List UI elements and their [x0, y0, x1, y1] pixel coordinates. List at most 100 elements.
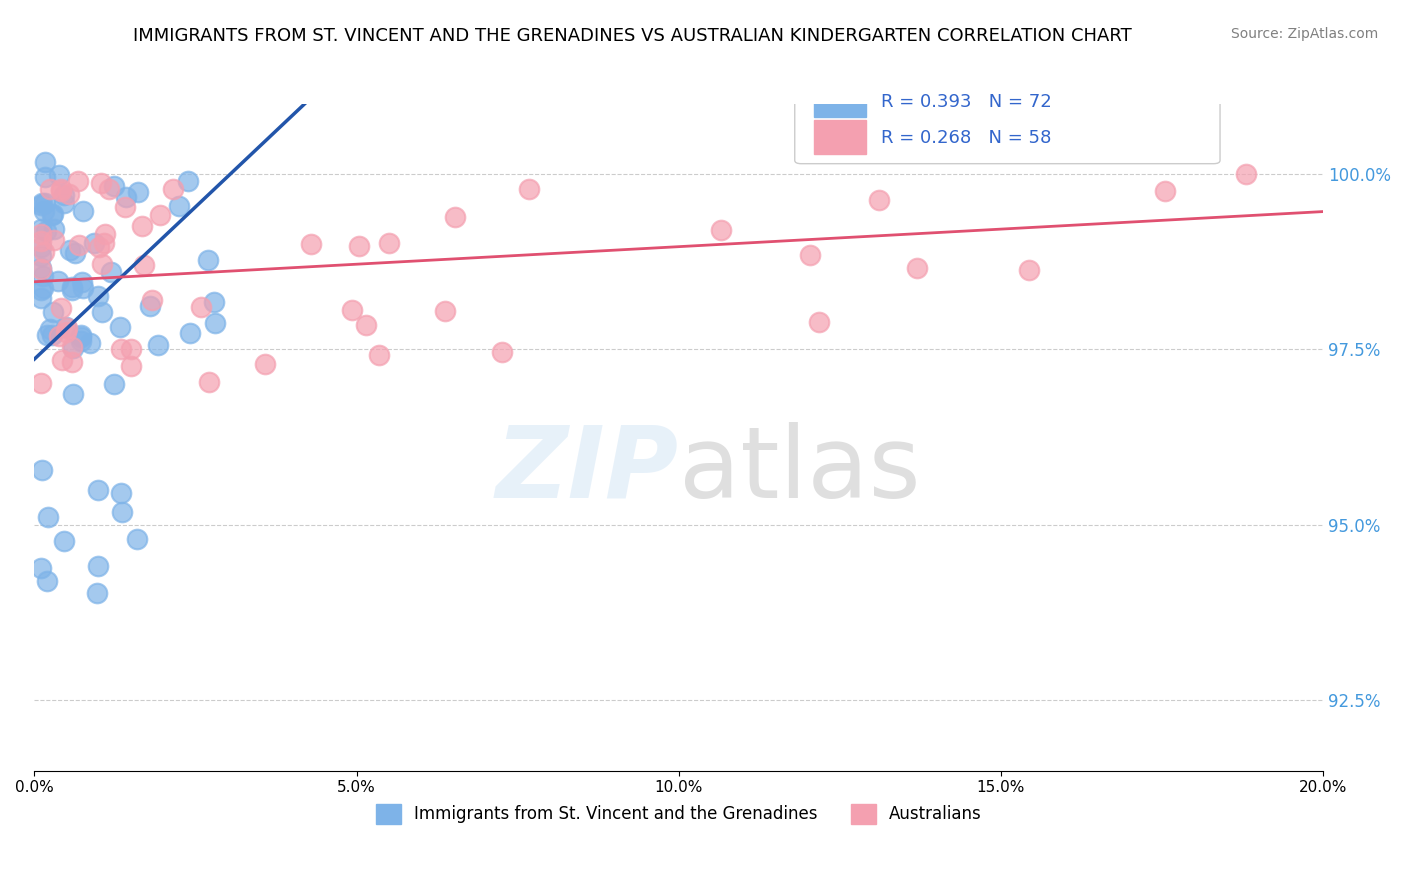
Point: [131, 219, 153, 234]
Point: [1153, 184, 1175, 198]
Point: [204, 295, 226, 310]
Point: [179, 326, 201, 340]
Point: [52, 187, 75, 202]
Point: [67, 237, 90, 252]
Point: [34, 196, 56, 211]
Point: [115, 190, 138, 204]
Point: [90, 257, 112, 271]
Point: [30, 198, 52, 212]
Point: [60, 279, 83, 293]
Point: [197, 252, 219, 267]
Point: [86, 586, 108, 600]
Point: [519, 182, 541, 196]
Point: [1234, 167, 1257, 181]
Text: R = 0.268   N = 58: R = 0.268 N = 58: [882, 129, 1052, 147]
Bar: [814, 84, 866, 117]
Point: [808, 315, 831, 329]
Point: [162, 182, 184, 196]
Point: [46, 274, 69, 288]
Point: [30, 291, 52, 305]
Point: [30, 239, 52, 253]
Point: [32, 268, 55, 283]
Point: [127, 186, 149, 200]
Point: [37, 510, 59, 524]
Point: [347, 238, 370, 252]
Point: [197, 376, 219, 390]
Point: [58, 186, 80, 201]
Point: [139, 299, 162, 313]
Point: [38, 322, 60, 336]
Point: [91, 305, 114, 319]
Text: IMMIGRANTS FROM ST. VINCENT AND THE GRENADINES VS AUSTRALIAN KINDERGARTEN CORREL: IMMIGRANTS FROM ST. VINCENT AND THE GREN…: [134, 27, 1132, 45]
Point: [60, 339, 83, 353]
Point: [89, 240, 111, 254]
Point: [48, 328, 70, 343]
Point: [149, 208, 172, 222]
Point: [378, 236, 401, 251]
Point: [254, 357, 277, 371]
Point: [67, 173, 90, 187]
Point: [110, 485, 132, 500]
Point: [120, 359, 142, 373]
Text: ZIP: ZIP: [496, 422, 679, 519]
FancyBboxPatch shape: [794, 70, 1220, 164]
Point: [60, 283, 83, 297]
Point: [93, 235, 115, 250]
Point: [49, 185, 72, 199]
Point: [31, 462, 53, 476]
Bar: [814, 120, 866, 153]
Point: [141, 293, 163, 308]
Point: [60, 355, 83, 369]
Point: [51, 301, 73, 316]
Point: [87, 289, 110, 303]
Point: [868, 193, 890, 207]
Point: [340, 303, 363, 318]
Point: [41, 208, 63, 222]
Point: [433, 303, 456, 318]
Point: [799, 248, 821, 262]
Point: [32, 204, 55, 219]
Point: [110, 343, 132, 357]
Point: [55, 321, 77, 335]
Point: [49, 182, 72, 196]
Point: [34, 170, 56, 185]
Point: [70, 327, 93, 342]
Point: [176, 174, 198, 188]
Point: [44, 233, 66, 247]
Point: [30, 261, 52, 276]
Point: [30, 561, 52, 575]
Point: [69, 330, 91, 344]
Point: [111, 505, 134, 519]
Point: [72, 281, 94, 295]
Text: atlas: atlas: [679, 422, 921, 519]
Point: [146, 337, 169, 351]
Point: [79, 336, 101, 351]
Point: [299, 237, 322, 252]
Point: [63, 246, 86, 260]
Point: [30, 284, 52, 298]
Point: [48, 168, 70, 182]
Point: [62, 341, 84, 355]
Point: [114, 200, 136, 214]
Point: [30, 249, 52, 263]
Point: [41, 328, 63, 343]
Point: [55, 320, 77, 334]
Point: [42, 221, 65, 235]
Point: [32, 245, 55, 260]
Point: [87, 483, 110, 497]
Point: [55, 325, 77, 339]
Point: [491, 345, 513, 359]
Point: [94, 227, 117, 241]
Point: [905, 261, 928, 276]
Point: [190, 300, 212, 314]
Legend: Immigrants from St. Vincent and the Grenadines, Australians: Immigrants from St. Vincent and the Gren…: [368, 797, 988, 830]
Point: [368, 347, 391, 361]
Point: [87, 558, 110, 573]
Text: R = 0.393   N = 72: R = 0.393 N = 72: [882, 93, 1052, 111]
Point: [32, 281, 55, 295]
Point: [444, 210, 467, 224]
Point: [72, 204, 94, 219]
Point: [38, 181, 60, 195]
Point: [30, 221, 52, 235]
Point: [120, 343, 142, 357]
